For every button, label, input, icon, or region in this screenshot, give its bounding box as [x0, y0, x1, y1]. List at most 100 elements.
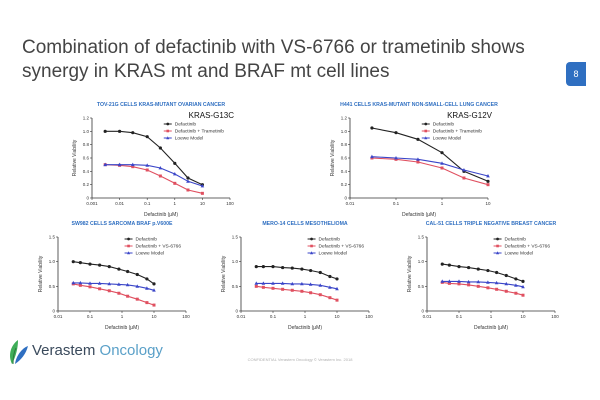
x-tick-label: 0.01 [423, 314, 432, 319]
legend-marker [424, 122, 428, 126]
data-point [318, 270, 322, 275]
series-line [256, 266, 338, 280]
y-tick-label: 1.0 [341, 129, 348, 134]
x-tick-label: 10 [485, 201, 491, 206]
data-point [173, 172, 177, 176]
legend-label: Defactinib + VS-6766 [136, 244, 182, 250]
series-line [73, 282, 155, 291]
data-point [135, 284, 140, 288]
data-point [186, 176, 190, 180]
data-point [145, 286, 149, 290]
data-point [78, 261, 82, 265]
legend-label: Loewe Model [136, 251, 165, 257]
x-tick-label: 0.001 [86, 201, 98, 206]
data-point [440, 151, 444, 155]
data-point [290, 288, 294, 292]
data-point [71, 280, 76, 285]
x-tick-label: 0.1 [144, 201, 151, 206]
x-tick-label: 1 [490, 314, 493, 319]
data-point [370, 126, 374, 130]
y-tick-label: 1.0 [83, 129, 90, 134]
data-point [486, 183, 490, 187]
data-point [440, 166, 444, 170]
data-point [152, 282, 156, 286]
data-point [125, 282, 130, 287]
data-point [394, 131, 398, 135]
chart-title: MERO-14 CELLS MESOTHELIOMA [262, 221, 348, 227]
x-tick-label: 0.1 [270, 314, 277, 319]
data-point [476, 267, 480, 271]
data-point [261, 285, 265, 289]
legend-marker [496, 251, 500, 255]
y-tick-label: 0 [86, 196, 89, 201]
data-point [440, 262, 444, 266]
data-point [145, 163, 149, 167]
legend-label: Defactinib [433, 122, 455, 128]
legend-marker [166, 136, 170, 140]
data-point [71, 260, 75, 264]
data-point [476, 284, 480, 288]
legend-marker [310, 237, 313, 241]
x-tick-label: 0.1 [393, 201, 400, 206]
x-tick-label: 1 [304, 314, 307, 319]
y-tick-label: 0.8 [341, 142, 348, 147]
y-axis-label: Relative Viability [72, 139, 78, 176]
x-tick-label: 0.1 [456, 314, 463, 319]
series-line [371, 157, 489, 186]
data-point [462, 176, 466, 180]
chart-sw982: SW982 CELLS SARCOMA BRAF p.V600E 0.01 0.1 1… [38, 221, 190, 331]
data-point [200, 191, 204, 195]
series-line [105, 130, 203, 186]
data-point [78, 283, 82, 287]
data-point [416, 157, 420, 161]
y-tick-label: 0.2 [341, 182, 348, 187]
y-axis-label: Relative Viability [221, 255, 227, 292]
data-point [280, 281, 285, 285]
data-point [447, 263, 451, 267]
y-tick-label: 0.4 [341, 169, 348, 174]
data-point [88, 281, 92, 285]
data-point [494, 280, 499, 285]
data-point [107, 281, 112, 286]
y-tick-label: 1.0 [49, 259, 56, 264]
y-tick-label: 1.2 [341, 116, 348, 121]
y-tick-label: 0 [235, 309, 238, 314]
legend-label: Defactinib [136, 237, 158, 243]
legend-marker [424, 136, 428, 140]
data-point [416, 160, 420, 164]
legend-marker [310, 251, 314, 255]
legend-label: Defactinib + VS-6766 [505, 244, 551, 250]
data-point [186, 188, 190, 192]
logo-sub: Oncology [99, 342, 163, 359]
x-axis-label: Defactinib (μM) [474, 325, 508, 331]
chart-title: CAL-51 CELLS TRIPLE NEGATIVE BREAST CANC… [426, 221, 557, 227]
data-point [103, 162, 107, 167]
y-tick-label: 0.2 [83, 182, 90, 187]
x-axis-label: Defactinib (μM) [105, 325, 139, 331]
legend-marker [496, 237, 499, 241]
legend-marker [496, 244, 499, 248]
x-tick-label: 0.01 [115, 201, 124, 206]
data-point [504, 289, 508, 293]
y-tick-label: 1.5 [49, 235, 56, 240]
data-point [271, 265, 275, 269]
data-point [118, 129, 122, 133]
data-point [328, 274, 332, 279]
data-point [466, 279, 471, 284]
y-tick-label: 0.5 [232, 284, 239, 289]
data-point [135, 297, 139, 301]
data-point [440, 279, 445, 283]
data-point [328, 296, 332, 300]
data-point [335, 298, 339, 302]
data-point [117, 282, 121, 286]
x-tick-label: 0.1 [87, 314, 94, 319]
data-point [309, 268, 313, 273]
data-point [158, 146, 162, 150]
y-axis-label: Relative Viability [407, 255, 413, 292]
series-line [256, 282, 338, 290]
data-point [416, 137, 420, 141]
series-line [105, 164, 203, 194]
data-point [440, 161, 444, 165]
legend-label: Defactinib + Trametinib [433, 129, 483, 135]
data-point [126, 269, 130, 274]
